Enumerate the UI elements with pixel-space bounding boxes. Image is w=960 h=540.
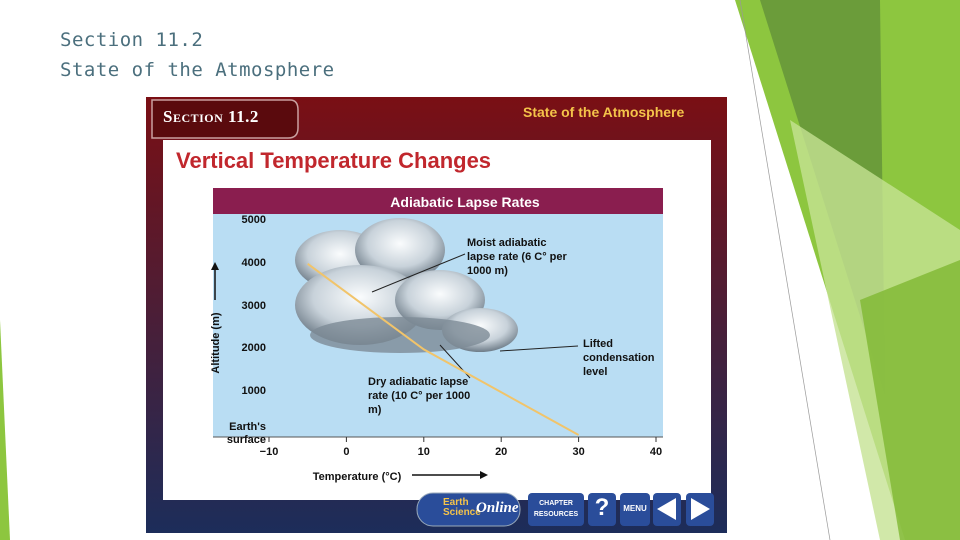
x-tick-label: 10 [418,446,430,458]
x-tick-label: −10 [260,446,279,458]
online-label: Online [476,500,519,516]
annotation: Lifted condensation level [583,338,655,378]
annotation: Moist adiabatic lapse rate (6 C° per 100… [467,237,567,277]
section-tab-label: Section 11.2 [163,107,259,126]
help-button [588,493,616,526]
y-tick-label: 4000 [241,256,266,269]
leader-line [371,253,466,293]
y-axis-label: Altitude (m) [210,312,222,373]
thin-line [739,0,831,540]
x-tick-label: 30 [572,446,584,458]
lapse-rate-line [307,262,580,436]
green-shape [0,320,10,540]
x-tick-label: 0 [343,446,349,458]
slide-title: Section 11.2 [60,29,204,51]
y-tick-label: Earth's surface [226,421,266,446]
green-shape [860,260,960,540]
panel-header: State of the Atmosphere [523,104,685,120]
next-arrow [691,498,710,520]
x-tick-label: 40 [650,446,662,458]
annotation: Dry adiabatic lapse rate (10 C° per 1000… [368,376,471,416]
slide-title: State of the Atmosphere [60,59,335,81]
y-tick-label: 1000 [241,385,266,398]
y-tick-label: 5000 [241,214,266,226]
cloud [295,218,518,353]
chapter-button [528,493,584,526]
online-logo: Earth Science [443,497,481,518]
x-axis-label: Temperature (°C) [313,471,402,483]
leader-line [499,345,579,352]
menu-button [620,493,650,526]
chart-header [213,188,663,214]
axis-arrow [211,262,219,270]
panel-title: Vertical Temperature Changes [176,148,492,173]
chart-title: Adiabatic Lapse Rates [390,194,540,210]
online-button [416,492,521,527]
chapter-resources[interactable]: CHAPTER RESOURCES [533,500,579,518]
prev-arrow [657,498,676,520]
y-tick-label: 2000 [241,342,266,355]
menu-label[interactable]: MENU [623,504,647,513]
y-tick-label: 3000 [241,299,266,312]
x-tick-label: 20 [495,446,507,458]
help-label[interactable]: ? [594,494,610,521]
section-tab [151,99,299,139]
axis-arrow [480,471,488,479]
